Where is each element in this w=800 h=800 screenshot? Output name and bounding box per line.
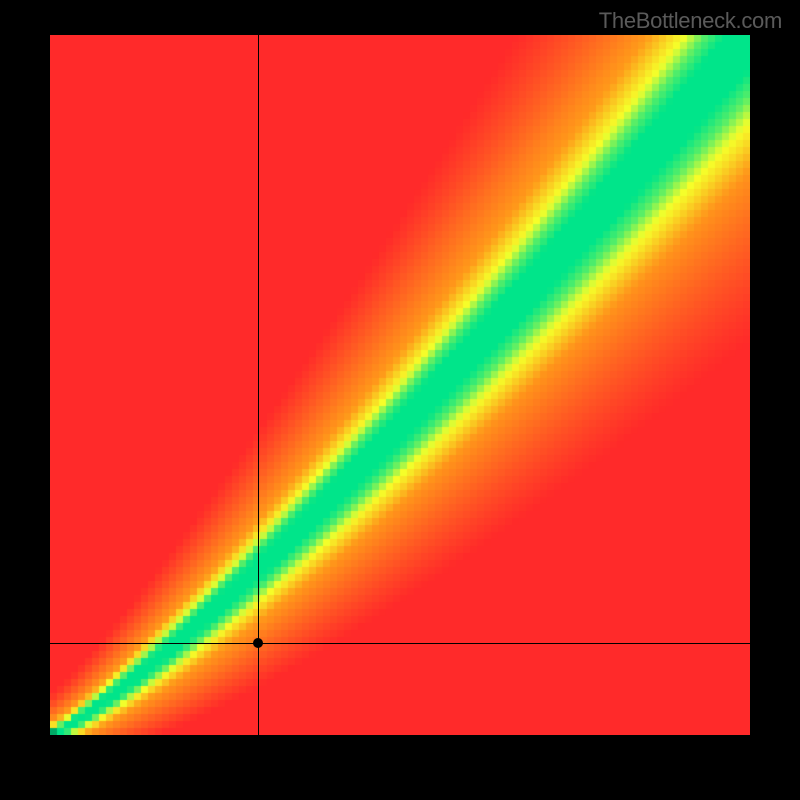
heatmap-plot: [50, 35, 750, 735]
crosshair-horizontal: [50, 643, 750, 644]
watermark-text: TheBottleneck.com: [599, 8, 782, 34]
heatmap-canvas: [50, 35, 750, 735]
crosshair-vertical: [258, 35, 259, 735]
crosshair-marker: [253, 638, 263, 648]
